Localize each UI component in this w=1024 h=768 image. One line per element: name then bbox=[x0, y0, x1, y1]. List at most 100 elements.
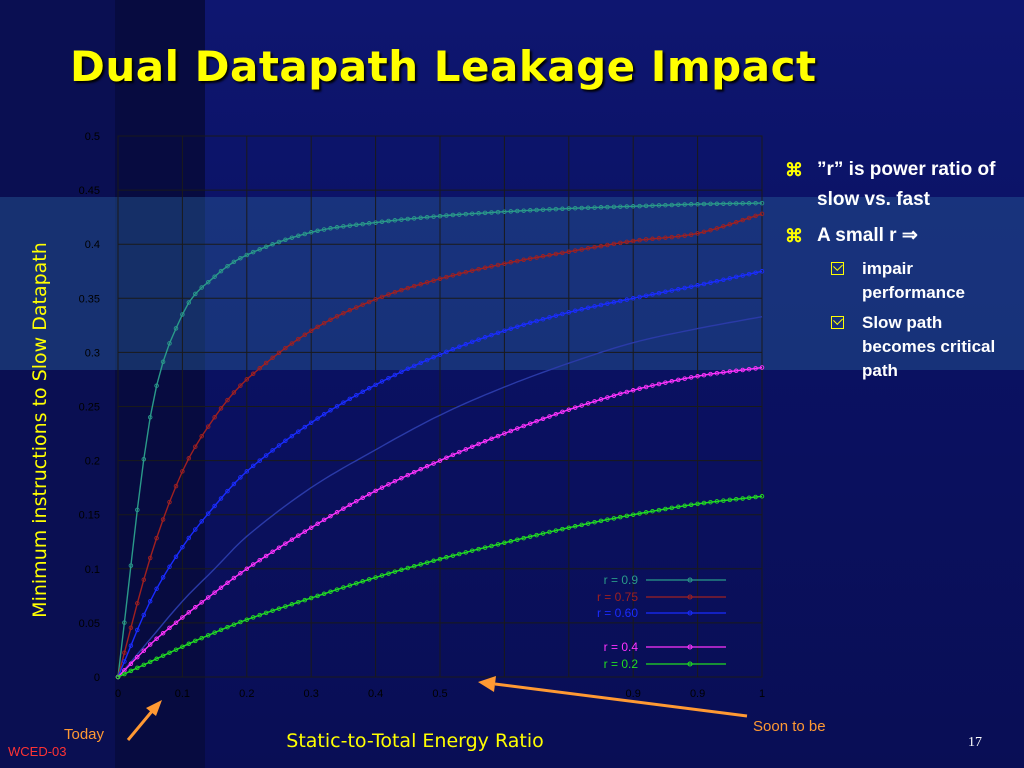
series-marker bbox=[386, 218, 391, 224]
series-marker bbox=[122, 650, 127, 655]
series-marker bbox=[482, 335, 488, 340]
series-marker bbox=[283, 345, 288, 351]
series-marker bbox=[289, 433, 295, 439]
series-marker bbox=[534, 255, 539, 260]
series-marker bbox=[727, 222, 733, 227]
series-marker bbox=[173, 554, 179, 560]
legend-swatch-marker bbox=[687, 594, 693, 600]
series-marker bbox=[180, 615, 185, 620]
series-marker bbox=[515, 426, 520, 431]
series-marker bbox=[399, 287, 404, 293]
series-marker bbox=[263, 453, 269, 458]
series-marker bbox=[740, 201, 745, 206]
page-number: 17 bbox=[968, 735, 982, 750]
series-marker bbox=[534, 418, 539, 424]
series-marker bbox=[160, 630, 166, 636]
legend-swatch-marker bbox=[687, 661, 693, 667]
series-marker bbox=[605, 395, 610, 400]
series-marker bbox=[502, 431, 507, 436]
legend-label: r = 0.75 bbox=[597, 590, 638, 604]
series-marker bbox=[695, 501, 700, 507]
series-marker bbox=[566, 310, 572, 315]
series-marker bbox=[727, 276, 733, 281]
series-marker bbox=[585, 246, 591, 251]
series-marker bbox=[714, 499, 720, 504]
series-marker bbox=[141, 577, 147, 582]
series-marker bbox=[469, 444, 475, 449]
series-marker bbox=[476, 266, 481, 272]
series-marker bbox=[321, 517, 327, 523]
series-marker bbox=[186, 456, 192, 461]
series-marker bbox=[212, 503, 217, 509]
series-marker bbox=[489, 543, 494, 549]
series-marker bbox=[341, 224, 346, 229]
series-marker bbox=[656, 203, 662, 208]
series-marker bbox=[733, 274, 739, 280]
series-marker bbox=[733, 496, 739, 502]
series-marker bbox=[354, 499, 359, 504]
series-marker bbox=[469, 339, 475, 345]
y-tick-label: 0.1 bbox=[85, 564, 100, 576]
series-marker bbox=[147, 599, 153, 604]
series-marker bbox=[437, 352, 443, 357]
series-marker bbox=[379, 573, 385, 578]
series-marker bbox=[418, 360, 423, 366]
series-marker bbox=[411, 216, 417, 221]
series-marker bbox=[302, 597, 308, 603]
series-marker bbox=[450, 553, 456, 558]
series-marker bbox=[424, 560, 430, 565]
series-marker bbox=[418, 466, 423, 472]
series-marker bbox=[502, 209, 507, 214]
series-marker bbox=[128, 625, 134, 631]
series-marker bbox=[411, 469, 417, 475]
x-tick-label: 0.9 bbox=[626, 688, 641, 700]
series-marker bbox=[733, 201, 739, 206]
series-marker bbox=[231, 575, 237, 581]
series-marker bbox=[250, 463, 256, 469]
series-marker bbox=[379, 379, 385, 384]
series-marker bbox=[721, 370, 726, 375]
series-marker bbox=[199, 433, 204, 439]
series-marker bbox=[205, 511, 211, 516]
series-marker bbox=[296, 233, 301, 239]
y-tick-label: 0.45 bbox=[79, 185, 100, 197]
series-marker bbox=[579, 522, 584, 528]
series-marker bbox=[585, 521, 591, 526]
series-marker bbox=[238, 383, 243, 388]
series-marker bbox=[579, 205, 584, 211]
series-marker bbox=[463, 342, 469, 347]
series-marker bbox=[598, 397, 604, 402]
series-marker bbox=[283, 604, 288, 609]
series-marker bbox=[431, 558, 436, 564]
series-marker bbox=[257, 458, 262, 463]
series-marker bbox=[733, 220, 739, 225]
series-marker bbox=[444, 274, 449, 280]
series-marker bbox=[276, 443, 282, 448]
series-marker bbox=[463, 211, 469, 217]
series-marker bbox=[283, 237, 288, 243]
series-marker bbox=[521, 322, 526, 327]
series-marker bbox=[180, 312, 185, 317]
series-marker bbox=[263, 610, 269, 616]
series-marker bbox=[753, 213, 758, 219]
series-marker bbox=[321, 227, 327, 232]
x-tick-label: 1 bbox=[759, 688, 765, 700]
series-marker bbox=[180, 469, 185, 474]
series-marker bbox=[128, 643, 134, 648]
series-marker bbox=[115, 674, 121, 680]
series-marker bbox=[257, 366, 262, 371]
series-marker bbox=[186, 300, 192, 305]
series-marker bbox=[450, 452, 456, 458]
legend-label: r = 0.4 bbox=[604, 640, 639, 654]
today-annotation: Today bbox=[64, 726, 105, 743]
series-marker bbox=[740, 496, 745, 501]
series-marker bbox=[676, 377, 681, 383]
series-marker bbox=[695, 231, 700, 236]
series-marker bbox=[457, 212, 462, 217]
chart-legend: r = 0.9 r = 0.75 r = 0.60 r = 0.4 r = 0.2 bbox=[597, 573, 726, 671]
series-marker bbox=[360, 389, 365, 395]
series-marker bbox=[231, 390, 237, 395]
series-marker bbox=[534, 532, 539, 538]
series-marker bbox=[399, 217, 404, 222]
series-marker bbox=[450, 212, 456, 218]
